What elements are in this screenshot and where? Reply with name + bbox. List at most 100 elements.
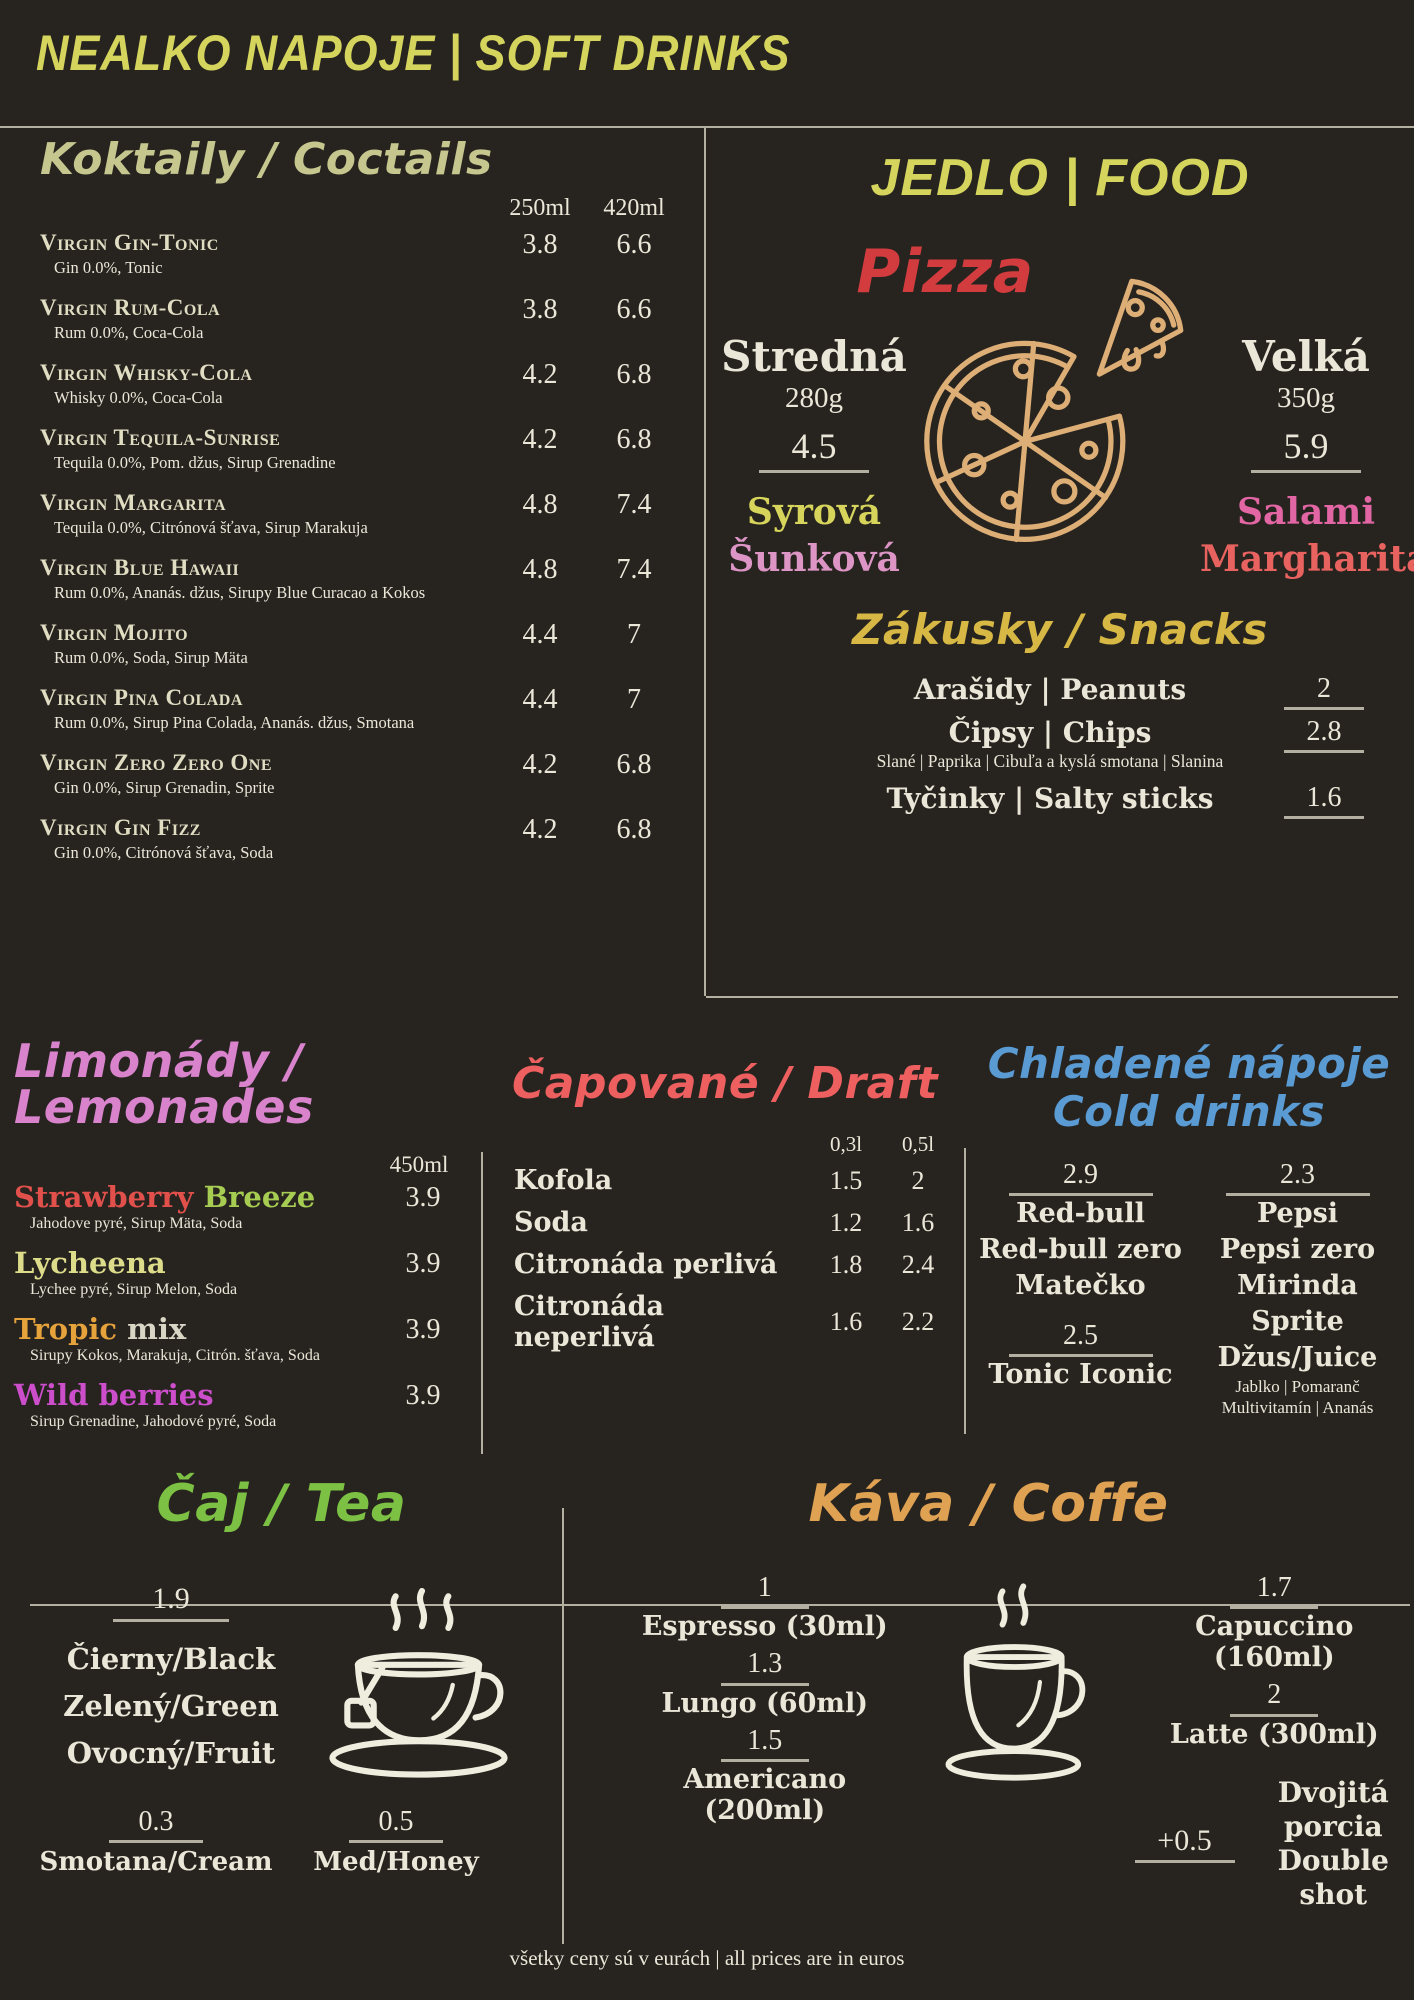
page-title: NEALKO NAPOJE | SOFT DRINKS	[36, 25, 791, 81]
tea-variety: Ovocný/Fruit	[66, 1735, 276, 1770]
cocktail-description: Rum 0.0%, Sirup Pina Colada, Ananás. džu…	[54, 713, 415, 732]
lemonade-name-part: Tropic	[14, 1312, 128, 1346]
coffee-heading: Káva / Coffe	[808, 1474, 1169, 1534]
cold-drink-price: 2.3	[1189, 1159, 1406, 1196]
lemonade-price: 3.9	[405, 1314, 441, 1345]
cocktail-name: Virgin Whisky-Cola	[40, 360, 253, 385]
divider-tea	[30, 1604, 562, 1606]
coffee-item-price: 1.7	[1135, 1572, 1414, 1610]
size-header-03l: 0,3l	[829, 1132, 863, 1156]
coffee-item-label: Capuccino (160ml)	[1195, 1611, 1354, 1674]
cocktail-price-250ml: 4.8	[522, 489, 558, 520]
cocktail-price-420ml: 6.8	[616, 359, 652, 390]
lemonade-description: Sirupy Kokos, Marakuja, Citrón. šťava, S…	[30, 1347, 320, 1364]
lemonade-name-part: Lycheena	[14, 1246, 166, 1280]
cocktail-name: Virgin Blue Hawaii	[40, 555, 240, 580]
pizza-size-weight: 280g	[785, 382, 843, 415]
divider-top-vertical	[704, 128, 706, 996]
draft-name: Citronáda neperlivá	[514, 1291, 664, 1353]
draft-name: Soda	[514, 1207, 588, 1238]
size-header-450ml: 450ml	[389, 1152, 449, 1177]
cocktail-price-420ml: 7	[627, 684, 641, 715]
pizza-icon	[924, 278, 1184, 543]
food-heading: JEDLO | FOOD	[870, 149, 1250, 207]
tea-extra-item: 0.5 Med/Honey	[276, 1806, 516, 1878]
coffee-column-right: 1.7 Capuccino (160ml) 2 Latte (300ml) +0…	[1134, 1572, 1414, 1912]
cocktail-price-250ml: 4.2	[522, 424, 558, 455]
snack-item: Čipsy | Chips 2.8 Slané | Paprika | Cibu…	[730, 716, 1370, 772]
cocktail-item: Virgin Blue Hawaii Rum 0.0%, Ananás. džu…	[40, 553, 674, 602]
cold-drink-note: Jablko | Pomaranč Multivitamín | Ananás	[1189, 1376, 1406, 1418]
cocktail-name: Virgin Gin-Tonic	[40, 230, 219, 255]
cold-drink-note-line: Multivitamín | Ananás	[1221, 1397, 1374, 1417]
cocktail-name: Virgin Zero Zero One	[40, 750, 273, 775]
tea-varieties: 1.9 Čierny/Black Zelený/Green Ovocný/Fruit	[56, 1582, 286, 1786]
pizza-size-weight: 350g	[1277, 382, 1335, 415]
cold-drink-item: Mirinda	[1237, 1269, 1358, 1301]
draft-item: Kofola 1.5 2	[500, 1165, 950, 1196]
cold-drinks-heading: Chladené nápoje Cold drinks	[972, 1039, 1406, 1137]
cocktail-name: Virgin Pina Colada	[40, 685, 243, 710]
cold-drink-group: 2.3 Pepsi Pepsi zero Mirinda Sprite Džus/Jui…	[1189, 1159, 1406, 1418]
lemonade-description: Lychee pyré, Sirup Melon, Soda	[30, 1281, 238, 1298]
pizza-size-label: Stredná	[721, 332, 907, 381]
tea-extra-item: 0.3 Smotana/Cream	[36, 1806, 276, 1878]
lemonade-name-part: mix	[127, 1312, 187, 1346]
pizza-block: Stredná 280g 4.5 Syrová Šunková	[706, 278, 1414, 583]
lemonade-name: Strawberry Breeze	[14, 1180, 376, 1214]
pizza-flavor: Syrová	[746, 490, 882, 533]
cocktail-price-420ml: 6.6	[616, 294, 652, 325]
tea-extras: 0.3 Smotana/Cream 0.5 Med/Honey	[0, 1806, 563, 1878]
lemonade-price: 3.9	[405, 1182, 441, 1213]
lemonade-price: 3.9	[405, 1380, 441, 1411]
double-shot-price: +0.5	[1134, 1824, 1235, 1864]
lemonade-item: Tropic mix Sirupy Kokos, Marakuja, Citró…	[14, 1312, 466, 1365]
snacks-list: Arašidy | Peanuts 2 Čipsy | Chips 2.8 Sl…	[706, 673, 1414, 819]
lemonade-name-part: Strawberry	[14, 1180, 204, 1214]
cold-drinks-heading-line1: Chladené nápoje	[987, 1039, 1391, 1088]
snack-item: Arašidy | Peanuts 2	[730, 673, 1370, 710]
tea-content: 1.9 Čierny/Black Zelený/Green Ovocný/Fruit	[0, 1582, 563, 1786]
snack-name: Tyčinky | Salty sticks	[886, 781, 1214, 815]
tea-price: 1.9	[56, 1582, 286, 1622]
cocktail-price-250ml: 4.4	[522, 684, 558, 715]
snack-note: Slané | Paprika | Cibuľa a kyslá smotana…	[876, 750, 1224, 771]
coffee-column-left: 1 Espresso (30ml) 1.3 Lungo (60ml) 1.5 A…	[625, 1572, 905, 1912]
divider-top	[0, 126, 1414, 128]
section-coffee: Káva / Coffe 1 Espresso (30ml) 1.3 Lungo…	[563, 1478, 1414, 1912]
cold-drink-note-line: Jablko | Pomaranč	[1235, 1376, 1360, 1396]
pizza-icon	[920, 262, 1200, 583]
cold-drinks-columns: 2.9 Red-bull Red-bull zero Matečko 2.5 Ton…	[972, 1159, 1406, 1434]
lemonade-name-part: Wild berries	[14, 1378, 214, 1412]
size-header-05l: 0,5l	[901, 1132, 935, 1156]
pizza-flavors: Syrová Šunková	[708, 489, 920, 583]
cocktail-item: Virgin Rum-Cola Rum 0.0%, Coca-Cola 3.8 …	[40, 293, 674, 342]
cocktail-name: Virgin Mojito	[40, 620, 189, 645]
cocktail-item: Virgin Pina Colada Rum 0.0%, Sirup Pina …	[40, 683, 674, 732]
cold-drinks-heading-line2: Cold drinks	[1052, 1087, 1326, 1137]
cold-drink-item: Matečko	[1015, 1269, 1146, 1301]
coffee-item-price: 1.3	[625, 1648, 905, 1686]
tea-extra-label: Smotana/Cream	[39, 1847, 273, 1878]
cocktail-name: Virgin Gin Fizz	[40, 815, 201, 840]
coffee-item-label: Latte (300ml)	[1169, 1718, 1379, 1750]
cocktail-item: Virgin Margarita Tequila 0.0%, Citrónová…	[40, 488, 674, 537]
draft-price-03l: 1.8	[829, 1249, 863, 1279]
section-draft: Čapované / Draft 0,3l 0,5l Kofola 1.5 2 …	[500, 1062, 950, 1364]
cold-drink-item: Sprite	[1251, 1305, 1344, 1337]
coffee-item: 1.3 Lungo (60ml)	[625, 1648, 905, 1719]
cocktail-price-420ml: 6.8	[616, 749, 652, 780]
cold-drink-group: 2.5 Tonic Iconic	[972, 1320, 1189, 1393]
snack-item: Tyčinky | Salty sticks 1.6	[730, 781, 1370, 819]
cold-drink-item: Red-bull zero	[979, 1233, 1182, 1265]
section-tea: Čaj / Tea 1.9 Čierny/Black Zelený/Green Ov…	[0, 1478, 563, 1877]
snacks-heading: Zákusky / Snacks	[852, 604, 1268, 654]
snack-name: Čipsy | Chips	[948, 715, 1152, 749]
lemonades-list: Strawberry Breeze Jahodove pyré, Sirup M…	[14, 1180, 466, 1431]
draft-item: Citronáda neperlivá 1.6 2.2	[500, 1291, 950, 1353]
cocktail-description: Tequila 0.0%, Pom. džus, Sirup Grenadine	[54, 453, 336, 472]
draft-heading: Čapované / Draft	[511, 1058, 939, 1109]
coffee-item: 1.7 Capuccino (160ml)	[1135, 1572, 1414, 1674]
divider-coffee	[564, 1604, 1410, 1606]
